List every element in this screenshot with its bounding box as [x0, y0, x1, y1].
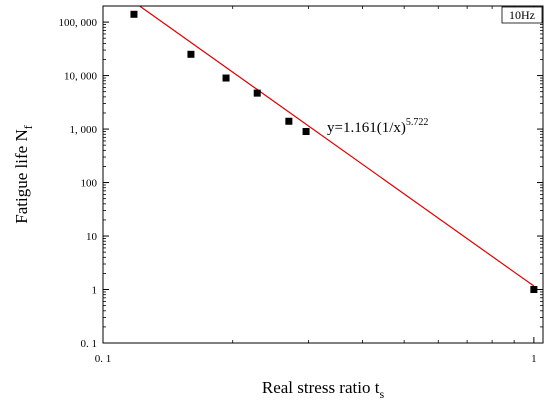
y-axis-title-text: Fatigue life N: [12, 129, 31, 223]
fit-equation: y=1.161(1/x)5.722: [327, 117, 428, 136]
y-tick-label: 10: [86, 231, 98, 243]
data-point: [530, 286, 538, 294]
data-points: [130, 10, 538, 294]
y-tick-label: 1, 000: [70, 124, 98, 136]
fit-line: [139, 5, 535, 287]
data-point: [253, 89, 261, 97]
y-tick-label: 1: [92, 285, 98, 297]
fit-equation-base: y=1.161(1/x): [327, 120, 406, 136]
x-axis-title: Real stress ratio ts: [262, 378, 385, 401]
x-axis-title-text: Real stress ratio t: [262, 378, 380, 397]
fit-line-group: [139, 5, 535, 287]
legend-label: 10Hz: [509, 8, 535, 22]
data-point: [222, 74, 230, 82]
data-point: [130, 10, 138, 18]
data-point: [302, 128, 310, 136]
x-axis-title-subscript: s: [379, 387, 384, 401]
legend: 10Hz: [501, 6, 543, 24]
y-tick-label: 100: [81, 178, 98, 190]
legend-box: [501, 6, 543, 24]
y-axis-title-subscript: f: [21, 125, 35, 129]
data-point: [187, 50, 195, 58]
x-tick-label: 1: [531, 353, 537, 365]
x-tick-label: 0. 1: [95, 353, 112, 365]
fit-equation-exponent: 5.722: [406, 117, 429, 128]
axis-ticks: 0. 1 1 10 100 1, 000 10, 000 100, 000 0. 1 1: [59, 5, 543, 365]
y-tick-label: 0. 1: [81, 338, 98, 350]
data-point: [285, 117, 293, 125]
y-tick-label: 100, 000: [59, 17, 98, 29]
plot-area-frame: [102, 5, 544, 344]
y-tick-label: 10, 000: [64, 71, 98, 83]
y-axis-title: Fatigue life Nf: [12, 125, 35, 223]
